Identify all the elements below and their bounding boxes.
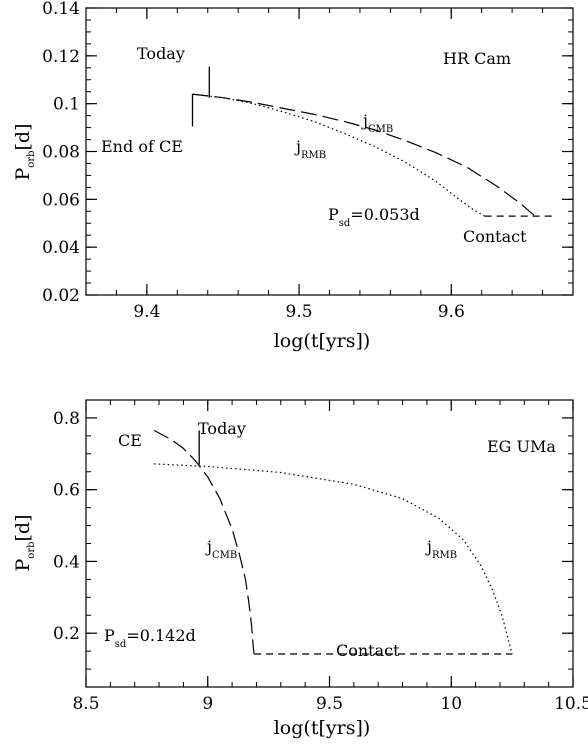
y-tick-label: 0.14 (42, 0, 80, 19)
y-tick-label: 0.2 (53, 624, 80, 644)
series-label-eg-uma: EG UMa (487, 437, 556, 456)
y-axis-label-sub: orb (26, 542, 37, 559)
annotation-end-of-ce: End of CE (101, 137, 183, 156)
y-tick-label: 0.8 (53, 409, 80, 429)
y-tick-label: 0.1 (53, 95, 80, 115)
y-axis-label-sub: orb (26, 151, 37, 168)
legend-j-cmb: jCMB (361, 111, 393, 135)
legend-j-cmb-sub: CMB (212, 550, 237, 561)
annotation-contact: Contact (336, 641, 400, 660)
series-group (191, 66, 555, 217)
legend-j-rmb-sub: RMB (432, 550, 457, 561)
y-axis-label-main: P (12, 168, 34, 181)
annotation-psd-sub: sd (115, 639, 127, 650)
x-tick-label: 9.5 (286, 302, 313, 322)
y-tick-label: 0.6 (53, 481, 80, 501)
legend-j-rmb-main: j (425, 537, 432, 556)
annotation-ce: CE (118, 431, 142, 450)
legend-j-cmb-sub: CMB (368, 124, 393, 135)
svg-text:Porb[d]: Porb[d] (12, 515, 37, 572)
annotation-psd-main: P (328, 205, 339, 224)
x-tick-label: 10 (440, 694, 462, 714)
x-tick-label: 9.6 (438, 302, 465, 322)
y-tick-label: 0.12 (42, 47, 80, 67)
y-ticks: 0.02 0.04 0.06 0.08 0.1 0.12 0.14 (42, 0, 573, 306)
y-tick-label: 0.04 (42, 238, 80, 258)
series-j-cmb (153, 429, 255, 655)
panel-hr-cam: 9.4 9.5 9.6 0.02 0.04 0.06 0.08 0.1 0.12 0.14 lo… (12, 0, 574, 352)
series-group (153, 429, 513, 655)
legend-j-cmb-main: j (361, 111, 368, 130)
y-axis-label-unit: [d] (12, 515, 34, 542)
series-j-rmb (154, 463, 513, 655)
annotation-today: Today (198, 419, 246, 438)
legend-j-rmb-sub: RMB (301, 150, 326, 161)
annotation-psd: Psd=0.142d (104, 626, 196, 650)
annotation-today: Today (137, 44, 185, 63)
y-axis-label: Porb[d] (12, 124, 37, 181)
series-j-cmb (192, 93, 536, 217)
y-axis-label-main: P (12, 559, 34, 572)
y-tick-label: 0.02 (42, 286, 80, 306)
legend-j-rmb-main: j (294, 137, 301, 156)
x-tick-label: 8.5 (72, 694, 99, 714)
x-axis-label: log(t[yrs]) (274, 717, 371, 739)
y-axis-label: Porb[d] (12, 515, 37, 572)
x-tick-label: 9.4 (133, 302, 160, 322)
x-ticks: 8.5 9 9.5 10 10.5 (72, 400, 588, 714)
legend-j-cmb: jCMB (205, 537, 237, 561)
y-axis-label-unit: [d] (12, 124, 34, 151)
y-tick-label: 0.06 (42, 190, 80, 210)
y-tick-label: 0.4 (53, 552, 80, 572)
annotation-psd-value: =0.053d (350, 205, 419, 224)
legend-j-cmb-main: j (205, 537, 212, 556)
annotation-contact: Contact (463, 227, 527, 246)
x-ticks: 9.4 9.5 9.6 (85, 8, 574, 322)
annotation-psd-main: P (104, 626, 115, 645)
annotation-psd-value: =0.142d (126, 626, 195, 645)
y-tick-label: 0.08 (42, 143, 80, 163)
x-axis-label: log(t[yrs]) (274, 330, 371, 352)
x-tick-label: 9 (202, 694, 213, 714)
x-tick-label: 9.5 (316, 694, 343, 714)
series-j-rmb (192, 93, 485, 217)
x-tick-label: 10.5 (554, 694, 588, 714)
legend-j-rmb: jRMB (294, 137, 326, 161)
svg-text:Porb[d]: Porb[d] (12, 124, 37, 181)
panel-eg-uma: 8.5 9 9.5 10 10.5 0.2 0.4 0.6 0.8 log(t[yrs]) P… (12, 399, 588, 739)
legend-j-rmb: jRMB (425, 537, 457, 561)
annotation-psd: Psd=0.053d (328, 205, 420, 229)
y-ticks: 0.2 0.4 0.6 0.8 (53, 399, 573, 688)
series-label-hr-cam: HR Cam (443, 49, 511, 68)
annotation-psd-sub: sd (339, 218, 351, 229)
